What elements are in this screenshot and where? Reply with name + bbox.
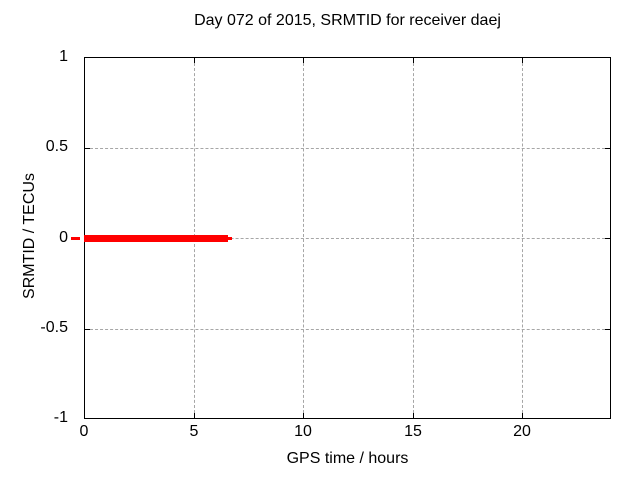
tickmark-right bbox=[605, 148, 610, 149]
tickmark-top bbox=[194, 58, 195, 63]
tickmark-bottom bbox=[522, 413, 523, 418]
chart-title: Day 072 of 2015, SRMTID for receiver dae… bbox=[194, 12, 501, 29]
tickmark-bottom bbox=[303, 413, 304, 418]
tickmark-top bbox=[522, 58, 523, 63]
gridline-y-0 bbox=[85, 238, 610, 239]
tickmark-bottom bbox=[194, 413, 195, 418]
tickmark-left bbox=[85, 148, 90, 149]
x-tick-label-15: 15 bbox=[404, 423, 422, 440]
series-srmtid-line bbox=[84, 235, 228, 242]
tickmark-right bbox=[605, 238, 610, 239]
tickmark-left bbox=[85, 329, 90, 330]
gridline-y--0.5 bbox=[85, 329, 610, 330]
tickmark-top bbox=[303, 58, 304, 63]
tickmark-top bbox=[413, 58, 414, 63]
x-tick-label-10: 10 bbox=[294, 423, 312, 440]
x-tick-label-20: 20 bbox=[513, 423, 531, 440]
y-tick-label-0.5: 0.5 bbox=[45, 138, 68, 155]
tickmark-bottom bbox=[413, 413, 414, 418]
x-tick-label-5: 5 bbox=[189, 423, 199, 440]
y-tick-label-1: 1 bbox=[59, 48, 68, 65]
tickmark-right bbox=[605, 329, 610, 330]
series-srmtid-right-whisker bbox=[228, 237, 232, 240]
y-tick-label-0: 0 bbox=[59, 229, 68, 246]
y-tick-label--1: -1 bbox=[53, 409, 68, 426]
x-tick-label-0: 0 bbox=[79, 423, 89, 440]
plot-area bbox=[71, 57, 611, 419]
gridline-y-0.5 bbox=[85, 148, 610, 149]
series-srmtid-left-whisker bbox=[71, 237, 80, 240]
x-axis-title: GPS time / hours bbox=[286, 450, 409, 467]
y-tick-label--0.5: -0.5 bbox=[40, 319, 68, 336]
